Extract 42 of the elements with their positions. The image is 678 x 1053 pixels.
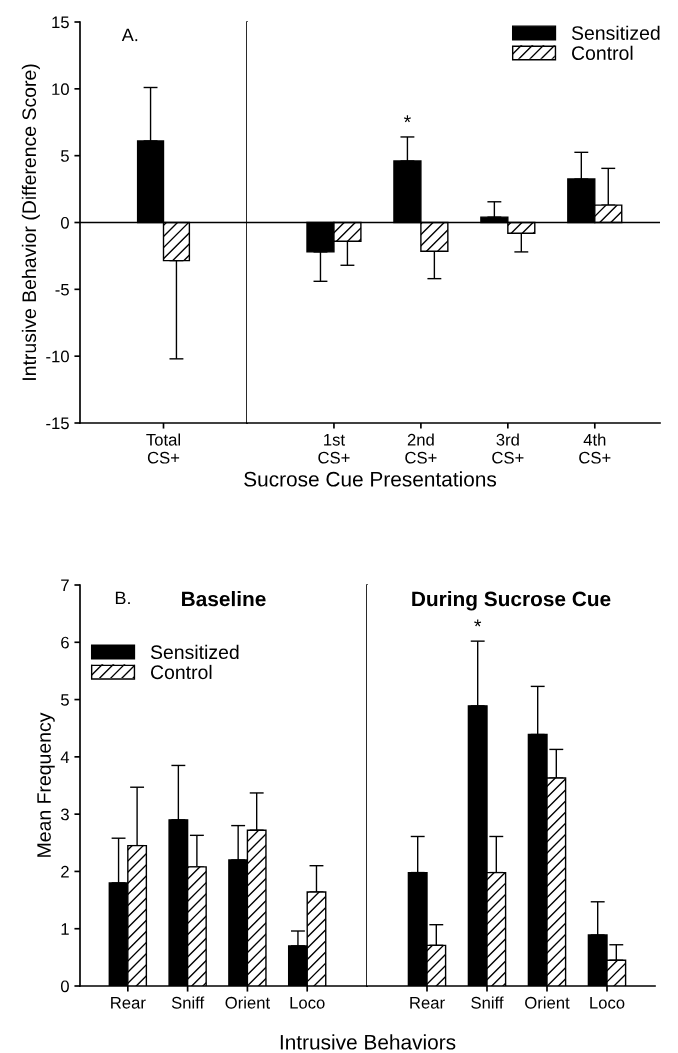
annotation: A. bbox=[121, 28, 138, 42]
y-tick-label: 6 bbox=[61, 636, 69, 649]
x-axis-title: Intrusive Behaviors bbox=[280, 1034, 456, 1050]
x-tick-label: 4th CS+ bbox=[579, 433, 611, 464]
y-tick-label: -5 bbox=[55, 283, 69, 296]
legend-label: Control bbox=[150, 664, 212, 680]
y-tick-label: -15 bbox=[46, 417, 69, 430]
x-tick-label: Sniff bbox=[471, 996, 504, 1009]
y-tick-label: 15 bbox=[52, 16, 69, 29]
x-tick-label: Sniff bbox=[171, 996, 205, 1009]
y-tick-label: 2 bbox=[61, 865, 69, 878]
y-axis-title: Intrusive Behavior (Difference Score) bbox=[21, 64, 40, 380]
chart-title: During Sucrose Cue bbox=[412, 591, 611, 611]
x-tick-label: Total CS+ bbox=[146, 433, 180, 464]
legend-label: Sensitized bbox=[150, 644, 239, 660]
x-axis-title: Sucrose Cue Presentations bbox=[244, 471, 497, 487]
x-tick-label: Orient bbox=[225, 996, 270, 1009]
y-tick-label: 5 bbox=[60, 150, 69, 162]
chart-title: Baseline bbox=[182, 591, 266, 607]
y-tick-label: 4 bbox=[60, 751, 70, 763]
y-tick-label: -10 bbox=[46, 350, 69, 363]
y-tick-label: 7 bbox=[61, 579, 69, 592]
x-tick-label: Rear bbox=[410, 997, 445, 1009]
x-tick-label: 2nd CS+ bbox=[405, 433, 437, 464]
x-tick-label: Loco bbox=[290, 997, 325, 1009]
y-tick-label: 1 bbox=[61, 923, 69, 935]
y-tick-label: 10 bbox=[52, 83, 69, 96]
legend-label: Control bbox=[572, 45, 633, 60]
y-tick-label: 0 bbox=[60, 980, 69, 993]
annotation: * bbox=[474, 619, 482, 627]
x-tick-label: 1st CS+ bbox=[318, 434, 350, 464]
annotation: B. bbox=[115, 591, 130, 605]
y-axis-title: Mean Frequency bbox=[37, 712, 55, 857]
x-tick-label: Orient bbox=[525, 996, 570, 1009]
y-tick-label: 0 bbox=[60, 216, 69, 229]
x-tick-label: Loco bbox=[590, 997, 625, 1009]
legend-label: Sensitized bbox=[571, 25, 660, 40]
y-tick-label: 5 bbox=[60, 694, 69, 706]
annotation: * bbox=[403, 115, 411, 123]
x-tick-label: 3rd CS+ bbox=[492, 433, 524, 464]
y-tick-label: 3 bbox=[60, 808, 69, 821]
x-tick-label: Rear bbox=[111, 997, 146, 1009]
